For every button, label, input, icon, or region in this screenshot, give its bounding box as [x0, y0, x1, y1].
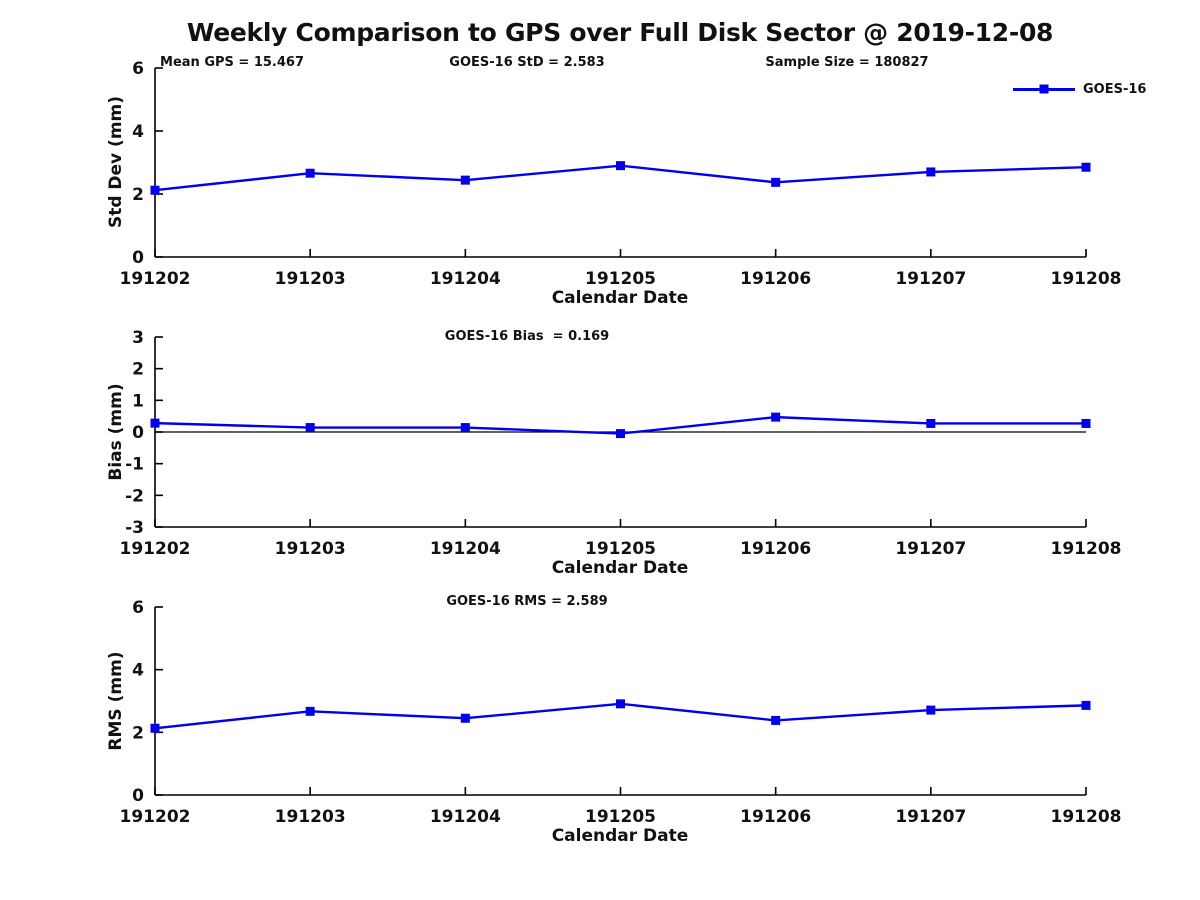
data-point-marker: [616, 161, 625, 171]
data-point-marker: [771, 412, 781, 422]
x-tick-label: 191205: [585, 807, 656, 827]
y-tick-label: 3: [132, 328, 144, 348]
annotation-sample-size: Sample Size = 180827: [765, 55, 929, 70]
annotation-mean-gps: Mean GPS = 15.467: [160, 55, 304, 70]
y-axis-label-bias: Bias (mm): [106, 383, 126, 481]
data-point-marker: [1081, 418, 1091, 428]
legend: GOES-16: [1013, 81, 1147, 97]
data-point-marker: [460, 175, 470, 185]
y-tick-label: 0: [132, 786, 144, 806]
x-axis-label-calendar-date-top: Calendar Date: [551, 288, 689, 308]
x-tick-label: 191208: [1051, 539, 1122, 559]
data-point-marker: [1081, 162, 1091, 172]
y-tick-label: 4: [132, 661, 144, 681]
subplot-rms-vs-date: 0 2 4 6 191202 191203 191204 191205 191206 191207…: [120, 598, 1122, 827]
data-point-marker: [926, 705, 936, 715]
y-axis-label-rms: RMS (mm): [106, 651, 126, 751]
y-tick-label: 6: [132, 59, 144, 79]
data-point-marker: [150, 723, 160, 733]
data-point-marker: [616, 429, 625, 439]
x-tick-label: 191203: [275, 539, 346, 559]
y-tick-label: 0: [132, 248, 144, 268]
x-tick-label: 191205: [585, 269, 656, 289]
x-tick-label: 191206: [740, 269, 811, 289]
x-tick-label: 191204: [430, 807, 501, 827]
x-tick-label: 191203: [275, 807, 346, 827]
data-point-marker: [305, 706, 315, 716]
y-tick-label: 4: [132, 122, 144, 142]
y-tick-label: 2: [132, 185, 144, 205]
subplot-std-dev-vs-date: 0 2 4 6 191202 191203 191204 191205 191206 191207…: [120, 59, 1122, 289]
x-tick-label: 191202: [120, 269, 191, 289]
data-point-marker: [305, 168, 315, 178]
data-point-marker: [150, 185, 160, 195]
subplot-bias-vs-date: -3 -2 -1 0 1 2 3 191202 191203 191204 191205 191206…: [120, 328, 1122, 559]
x-tick-label: 191206: [740, 807, 811, 827]
y-tick-label: -2: [125, 486, 144, 506]
y-tick-label: 1: [132, 391, 144, 411]
x-tick-label: 191202: [120, 807, 191, 827]
x-tick-label: 191205: [585, 539, 656, 559]
annotation-goes16-rms: GOES-16 RMS = 2.589: [446, 594, 608, 609]
data-point-marker: [150, 418, 160, 428]
y-tick-label: -1: [125, 455, 144, 475]
chart-title: Weekly Comparison to GPS over Full Disk …: [186, 18, 1054, 47]
y-tick-label: 2: [132, 360, 144, 380]
x-tick-label: 191207: [895, 269, 966, 289]
legend-label: GOES-16: [1083, 81, 1147, 97]
data-point-marker: [460, 713, 470, 723]
x-tick-label: 191207: [895, 539, 966, 559]
data-point-marker: [305, 423, 315, 433]
x-tick-label: 191208: [1051, 269, 1122, 289]
x-tick-label: 191204: [430, 539, 501, 559]
data-point-marker: [616, 699, 625, 709]
data-point-marker: [771, 177, 781, 187]
x-tick-label: 191206: [740, 539, 811, 559]
data-point-marker: [1081, 700, 1091, 710]
data-point-marker: [460, 423, 470, 433]
x-tick-label: 191203: [275, 269, 346, 289]
x-axis-label-calendar-date-middle: Calendar Date: [551, 558, 689, 578]
legend-square-marker-icon: [1039, 84, 1049, 94]
y-tick-label: 0: [132, 423, 144, 443]
data-point-marker: [926, 167, 936, 177]
annotation-goes16-bias: GOES-16 Bias = 0.169: [444, 329, 610, 344]
y-axis-label-stddev: Std Dev (mm): [106, 95, 126, 229]
x-axis-label-calendar-date-bottom: Calendar Date: [551, 826, 689, 846]
x-tick-label: 191202: [120, 539, 191, 559]
annotation-goes16-std: GOES-16 StD = 2.583: [449, 55, 605, 70]
x-tick-label: 191204: [430, 269, 501, 289]
x-tick-label: 191208: [1051, 807, 1122, 827]
data-point-marker: [771, 715, 781, 725]
x-tick-label: 191207: [895, 807, 966, 827]
y-tick-label: 6: [132, 598, 144, 618]
data-point-marker: [926, 418, 936, 428]
y-tick-label: 2: [132, 723, 144, 743]
y-tick-label: -3: [125, 518, 144, 538]
legend-line-sample: [1013, 84, 1075, 94]
